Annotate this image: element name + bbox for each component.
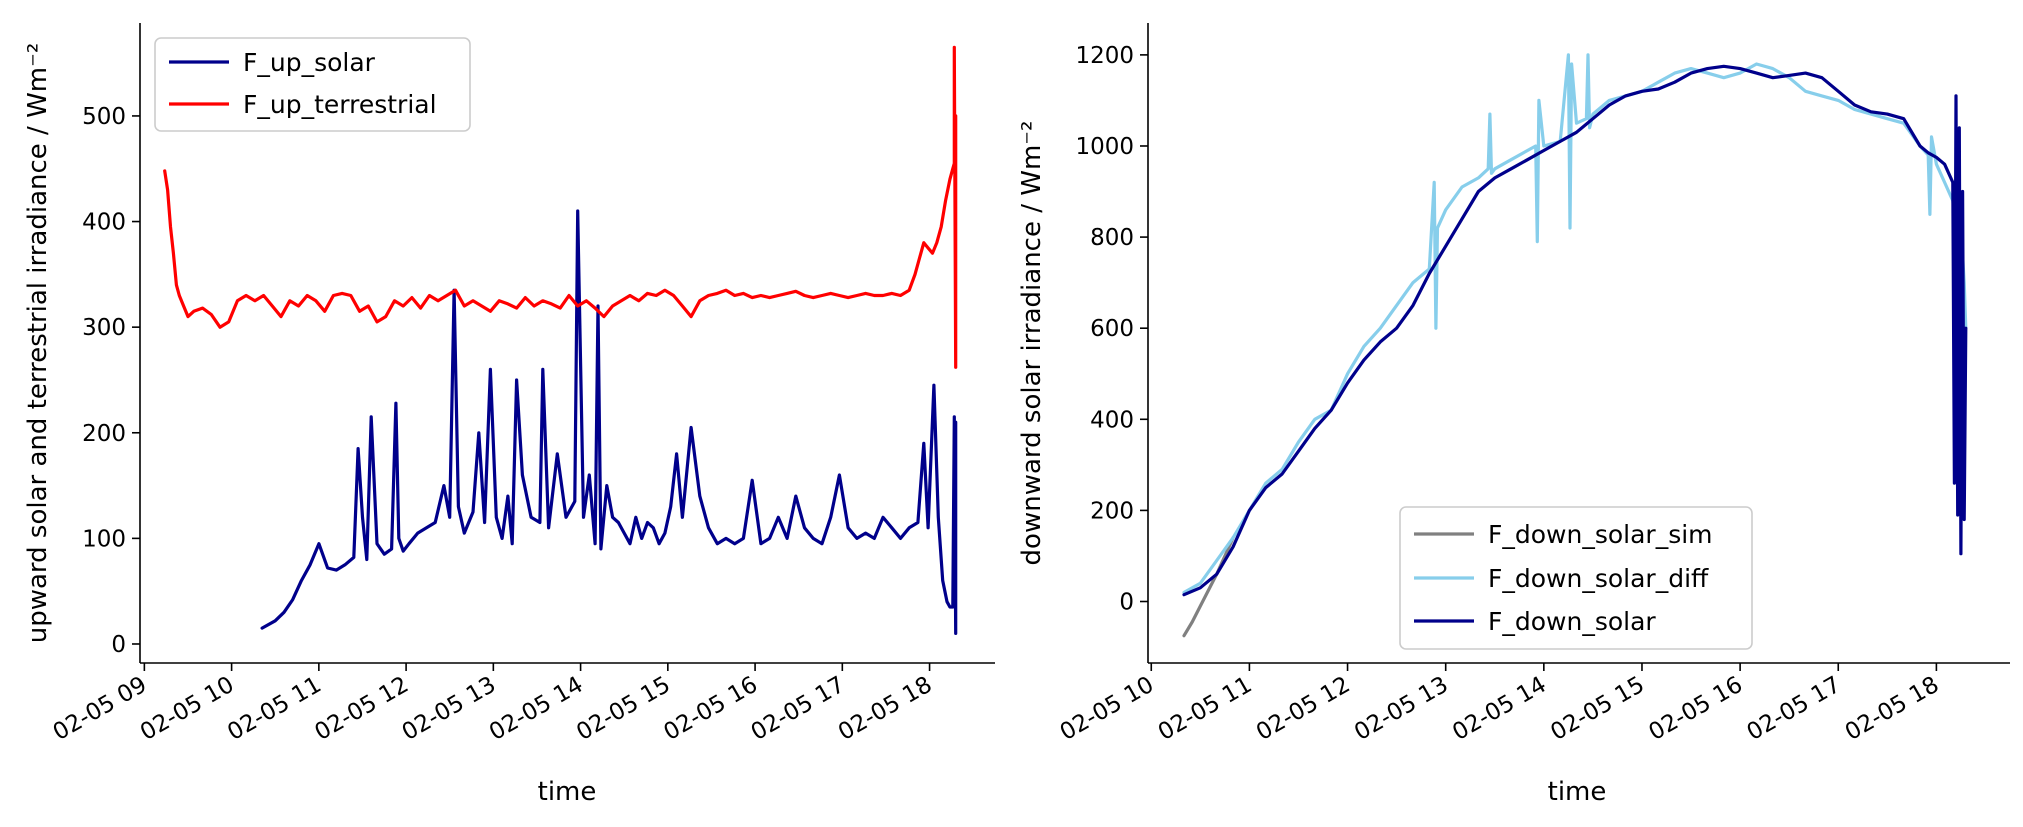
p2-legend-label-f-down-solar: F_down_solar xyxy=(1488,607,1656,636)
p2-y-tick-label-3: 600 xyxy=(1090,316,1134,342)
p1-y-axis-label: upward solar and terrestrial irradiance … xyxy=(23,43,53,644)
p2-series-line-f-down-solar-diff xyxy=(1182,53,1968,595)
p2-y-tick-label-4: 800 xyxy=(1090,225,1134,251)
p2-y-tick-label-6: 1200 xyxy=(1075,43,1134,69)
p1-series-layer xyxy=(163,45,958,636)
p1-y-tick-label-2: 200 xyxy=(82,421,126,447)
p1-y-tick-label-1: 100 xyxy=(82,526,126,552)
p2-y-tick-label-2: 400 xyxy=(1090,407,1134,433)
p1-y-tick-label-4: 400 xyxy=(82,210,126,236)
p2-x-tick-label-0: 02-05 10 xyxy=(1056,672,1159,746)
p2-x-tick-label-1: 02-05 11 xyxy=(1154,672,1257,746)
p1-x-tick-label-6: 02-05 15 xyxy=(572,672,675,746)
p1-series-line-f-up-solar xyxy=(260,209,958,636)
p1-y-tick-label-3: 300 xyxy=(82,315,126,341)
p2-x-tick-label-3: 02-05 13 xyxy=(1350,672,1453,746)
p2-x-tick-label-4: 02-05 14 xyxy=(1448,672,1551,746)
p1-y-tick-label-5: 500 xyxy=(82,104,126,130)
p2-y-axis-ticks: 0 200 400 600 800 1000 1200 xyxy=(1075,43,1148,616)
p1-y-tick-label-0: 0 xyxy=(111,632,126,658)
p1-x-tick-label-9: 02-05 18 xyxy=(834,672,937,746)
p2-y-tick-label-1: 200 xyxy=(1090,498,1134,524)
p1-legend-label-f-up-terrestrial: F_up_terrestrial xyxy=(243,90,437,119)
p2-x-axis-label: time xyxy=(1548,777,1607,807)
p2-y-tick-label-0: 0 xyxy=(1119,590,1134,616)
p2-x-tick-label-8: 02-05 18 xyxy=(1841,672,1944,746)
p1-series-line-f-up-terrestrial xyxy=(163,45,958,369)
p1-x-axis-label: time xyxy=(538,777,597,807)
p2-series-line-f-down-solar xyxy=(1182,64,1968,597)
p1-x-tick-label-5: 02-05 14 xyxy=(485,672,588,746)
p2-legend: F_down_solar_sim F_down_solar_diff F_dow… xyxy=(1399,506,1753,650)
p2-x-tick-label-2: 02-05 12 xyxy=(1252,672,1355,746)
p2-legend-label-f-down-solar-diff: F_down_solar_diff xyxy=(1488,564,1709,593)
p2-legend-frame xyxy=(1399,506,1753,650)
p2-x-tick-label-6: 02-05 16 xyxy=(1645,672,1748,746)
p2-y-tick-label-5: 1000 xyxy=(1075,134,1134,160)
p1-x-tick-label-0: 02-05 09 xyxy=(49,672,152,746)
p1-x-tick-label-2: 02-05 11 xyxy=(223,672,326,746)
p1-legend-frame xyxy=(154,37,471,132)
p1-x-tick-label-3: 02-05 12 xyxy=(311,672,414,746)
p2-x-tick-label-7: 02-05 17 xyxy=(1743,672,1846,746)
p1-y-axis-ticks: 0 100 200 300 400 500 xyxy=(82,104,140,658)
p1-x-tick-label-1: 02-05 10 xyxy=(136,672,239,746)
p2-series-layer xyxy=(1182,53,1968,638)
p2-legend-label-f-down-solar-sim: F_down_solar_sim xyxy=(1488,520,1713,549)
p2-x-tick-label-5: 02-05 15 xyxy=(1546,672,1649,746)
p1-x-tick-label-8: 02-05 17 xyxy=(747,672,850,746)
p1-x-tick-label-7: 02-05 16 xyxy=(660,672,763,746)
p1-legend: F_up_solar F_up_terrestrial xyxy=(154,37,471,132)
p2-y-axis-label: downward solar irradiance / Wm⁻² xyxy=(1017,121,1047,566)
p1-x-tick-label-4: 02-05 13 xyxy=(398,672,501,746)
p1-legend-label-f-up-solar: F_up_solar xyxy=(243,48,376,77)
p2-series-line-f-down-solar-sim xyxy=(1182,536,1235,638)
